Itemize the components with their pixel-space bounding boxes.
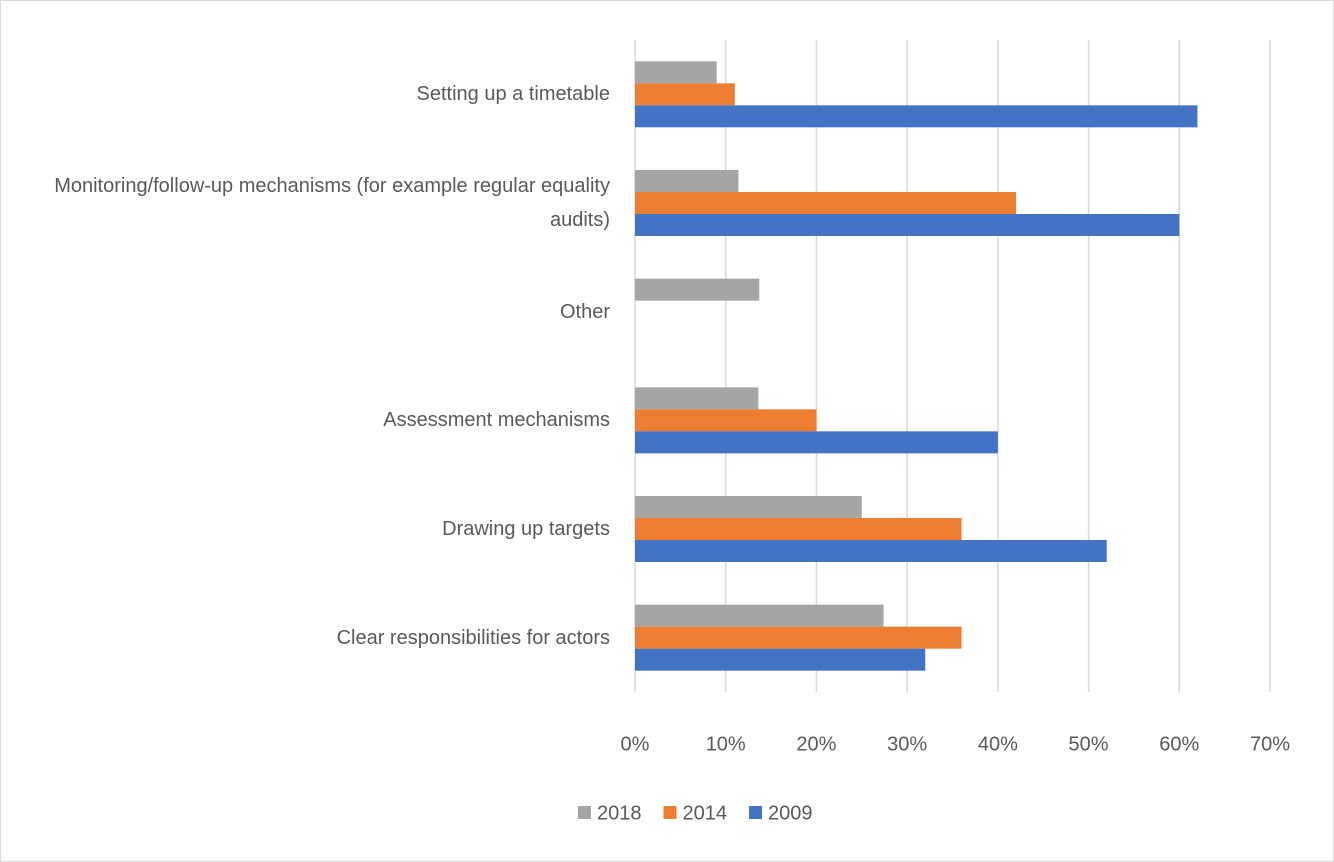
x-tick-label: 70% [1250, 733, 1290, 755]
bar [635, 278, 760, 301]
x-tick-label: 20% [796, 733, 836, 755]
bar [635, 105, 1198, 128]
category-label: Setting up a timetable [416, 83, 610, 106]
x-tick-label: 60% [1159, 733, 1199, 755]
bar [635, 604, 884, 627]
bar [635, 170, 739, 192]
legend-swatch [749, 806, 762, 819]
x-tick-label: 50% [1069, 733, 1109, 755]
bar [635, 192, 1016, 214]
category-label: Clear responsibilities for actors [336, 626, 610, 649]
category-label: Monitoring/follow-up mechanisms (for exa… [54, 175, 610, 231]
bar [635, 648, 926, 671]
bar [635, 626, 962, 649]
x-tick-label: 30% [887, 733, 927, 755]
legend-label: 2009 [768, 802, 813, 824]
bar [635, 387, 759, 410]
bar [635, 496, 862, 518]
bar [635, 214, 1180, 236]
x-tick-label: 40% [978, 733, 1018, 755]
legend-swatch [578, 806, 591, 819]
bar [635, 431, 998, 454]
legend-label: 2018 [597, 802, 642, 824]
x-tick-label: 0% [621, 733, 650, 755]
category-label: Drawing up targets [442, 518, 610, 540]
bar [635, 518, 962, 540]
x-tick-label: 10% [706, 733, 746, 755]
category-label: Other [559, 300, 610, 323]
legend-label: 2014 [683, 802, 728, 824]
bar [635, 540, 1107, 562]
legend-swatch [663, 806, 677, 819]
bar [635, 61, 717, 84]
bar [635, 83, 735, 106]
category-label: Assessment mechanisms [383, 409, 610, 432]
bar [635, 409, 817, 432]
